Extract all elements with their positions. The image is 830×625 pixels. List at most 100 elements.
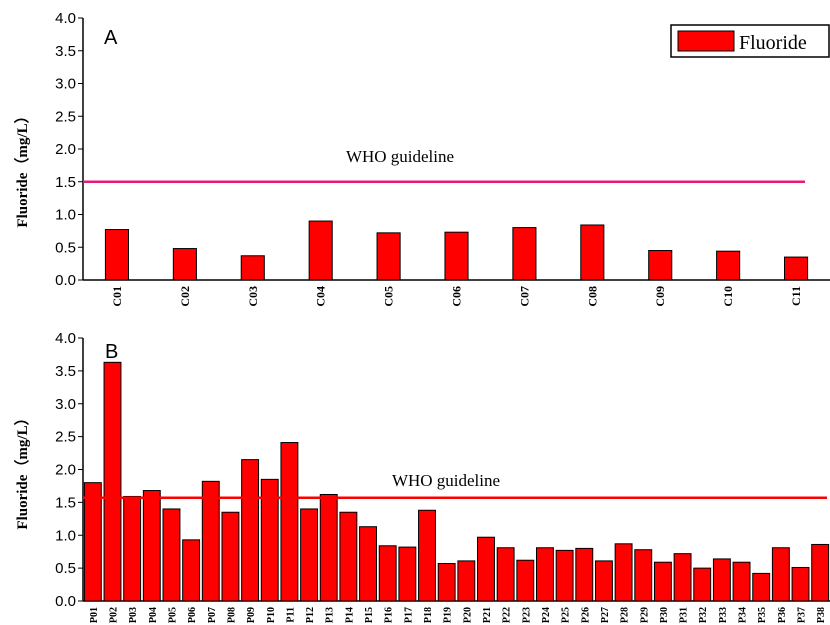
bar xyxy=(359,526,377,602)
x-tick-label: P29 xyxy=(639,607,650,623)
y-tick-label: 3.5 xyxy=(55,43,76,60)
x-tick-label: P02 xyxy=(108,607,119,623)
y-tick-label: 2.0 xyxy=(55,462,76,479)
x-tick-label: P07 xyxy=(207,607,218,623)
bar xyxy=(378,545,397,602)
bar xyxy=(673,553,692,602)
x-tick-label: C11 xyxy=(789,286,803,306)
bar xyxy=(142,490,161,602)
y-tick-label: 1.0 xyxy=(55,527,76,544)
y-tick-label: 3.0 xyxy=(55,76,76,93)
guideline-label: WHO guideline xyxy=(392,471,500,490)
bar xyxy=(732,561,751,602)
bar xyxy=(752,572,771,602)
y-tick-label: 2.5 xyxy=(55,429,76,446)
bar xyxy=(516,559,535,602)
bar xyxy=(555,549,574,602)
x-tick-label: C08 xyxy=(585,286,599,307)
bar xyxy=(512,227,537,281)
x-tick-label: P36 xyxy=(777,607,788,623)
x-tick-label: C06 xyxy=(450,286,464,307)
bar xyxy=(83,482,102,602)
bar xyxy=(771,547,790,602)
bar xyxy=(241,459,260,602)
x-tick-label: C05 xyxy=(382,286,396,307)
y-tick-label: 0.5 xyxy=(55,560,76,577)
x-tick-label: P34 xyxy=(738,607,749,623)
bar xyxy=(104,229,129,281)
x-tick-label: P18 xyxy=(423,607,434,623)
x-tick-label: P22 xyxy=(502,607,513,623)
x-tick-label: P32 xyxy=(698,607,709,623)
bar xyxy=(418,509,436,602)
bar xyxy=(634,549,653,602)
bar xyxy=(308,220,333,281)
y-tick-label: 3.5 xyxy=(55,363,76,380)
y-tick-label: 4.0 xyxy=(55,330,76,347)
bar xyxy=(240,255,265,281)
bar xyxy=(172,248,197,281)
x-tick-label: C03 xyxy=(246,286,260,307)
bar xyxy=(712,558,731,602)
panel-label: B xyxy=(105,341,118,363)
y-tick-label: 4.0 xyxy=(55,10,76,27)
x-tick-label: P25 xyxy=(561,607,572,623)
x-tick-label: P20 xyxy=(462,607,473,623)
legend: Fluoride xyxy=(670,24,830,58)
x-tick-label: P17 xyxy=(403,607,414,623)
x-tick-label: C02 xyxy=(178,286,192,307)
x-tick-label: P13 xyxy=(325,607,336,623)
x-tick-label: P14 xyxy=(344,607,355,623)
bar xyxy=(653,561,672,602)
y-tick-label: 1.5 xyxy=(55,174,76,191)
y-tick-label: 2.5 xyxy=(55,108,76,125)
bar xyxy=(103,361,122,602)
bar xyxy=(437,563,456,602)
x-tick-label: P09 xyxy=(246,607,257,623)
bar xyxy=(536,547,554,602)
x-tick-label: C01 xyxy=(110,286,124,307)
bar xyxy=(182,539,201,602)
bar xyxy=(693,567,712,602)
bar xyxy=(376,232,401,281)
bar xyxy=(811,543,830,602)
x-tick-label: P01 xyxy=(89,607,100,623)
legend-swatch xyxy=(677,30,735,52)
x-tick-label: P04 xyxy=(148,607,159,623)
bar xyxy=(716,250,741,281)
x-tick-label: P35 xyxy=(757,607,768,623)
x-tick-label: P03 xyxy=(128,607,139,623)
bar xyxy=(339,511,358,602)
panel-a: 0.0 0.5 1.0 1.5 2.0 2.5 3.0 3.5 4.0 Fluoride（mg/L… xyxy=(13,10,830,307)
x-tick-label: P37 xyxy=(797,607,808,623)
x-tick-label: P11 xyxy=(285,607,296,623)
bar xyxy=(319,493,338,602)
x-tick-label: P23 xyxy=(521,607,532,623)
bar xyxy=(457,560,476,602)
bar xyxy=(594,560,613,602)
y-tick-label: 0.0 xyxy=(55,272,76,289)
bar xyxy=(444,231,469,281)
x-tick-label: C07 xyxy=(517,286,531,307)
x-tick-label: P06 xyxy=(187,607,198,623)
bar xyxy=(496,547,515,602)
x-tick-label: P15 xyxy=(364,607,375,623)
x-tick-label: C09 xyxy=(653,286,667,307)
bar xyxy=(580,224,605,281)
x-tick-label: P12 xyxy=(305,607,316,623)
bar xyxy=(791,566,810,602)
bar xyxy=(162,508,181,602)
y-tick-label: 2.0 xyxy=(55,141,76,158)
panel-label: A xyxy=(104,27,118,49)
bar xyxy=(648,250,673,281)
x-tick-label: P31 xyxy=(679,607,690,623)
x-tick-label: P21 xyxy=(482,607,493,623)
bar xyxy=(398,546,417,602)
y-tick-label: 0.5 xyxy=(55,239,76,256)
bar xyxy=(575,547,594,602)
bar xyxy=(260,478,279,602)
bar xyxy=(614,543,633,602)
y-tick-label: 1.0 xyxy=(55,207,76,224)
y-tick-label: 1.5 xyxy=(55,494,76,511)
x-tick-label: C10 xyxy=(721,286,735,307)
